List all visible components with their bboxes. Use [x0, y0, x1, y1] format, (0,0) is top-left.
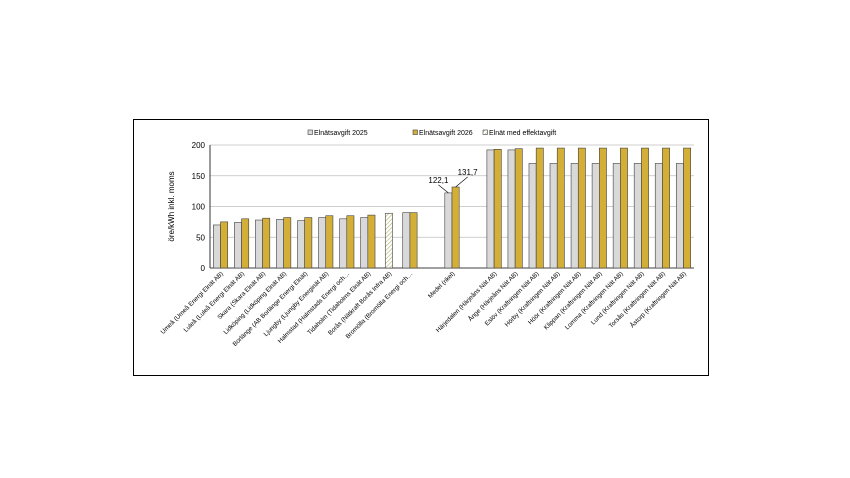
legend: Elnätsavgift 2025 Elnätsavgift 2026 Elnät … — [307, 129, 556, 137]
bar-0-1 — [234, 222, 242, 269]
bar-0-9 — [402, 212, 411, 269]
x-tick-label: Medel (rikel) — [427, 270, 456, 299]
bar-0-21 — [654, 163, 663, 269]
bar-1-20 — [641, 147, 649, 269]
bar-1-14 — [514, 148, 523, 269]
bar-chart: 0 50 100 150 200 öre/kWh inkl. moms Umeå (Um… — [159, 129, 694, 348]
bar-0-18 — [591, 163, 600, 269]
bar-1-16 — [556, 147, 565, 269]
y-tick-label: 100 — [192, 203, 206, 212]
legend-swatch-2 — [482, 129, 488, 135]
bar-1-19 — [620, 147, 628, 269]
bar-1-17 — [577, 147, 586, 269]
bar-1-2 — [262, 217, 271, 269]
bar-0-20 — [633, 163, 642, 269]
data-label: 122,1 — [428, 176, 449, 185]
bar-1-1 — [241, 218, 250, 269]
y-tick-label: 200 — [192, 141, 206, 150]
bar-0-22 — [675, 163, 684, 269]
bar-0-14 — [507, 149, 516, 269]
legend-label-0: Elnätsavgift 2025 — [314, 130, 368, 137]
bar-0-13 — [486, 149, 495, 269]
y-tick-label: 150 — [192, 172, 206, 181]
bar-0-6 — [339, 218, 348, 269]
data-label-leader — [455, 176, 468, 188]
bar-1-5 — [325, 215, 334, 269]
bar-1-3 — [283, 217, 292, 269]
y-axis-title: öre/kWh inkl. moms — [167, 171, 176, 241]
legend-label-2: Elnät med effektavgift — [489, 130, 556, 137]
bar-1-0 — [220, 221, 229, 269]
legend-swatch-1 — [412, 129, 418, 135]
bar-0-16 — [549, 163, 558, 269]
bar-1-9 — [409, 212, 418, 269]
bar-0-15 — [528, 163, 537, 269]
bar-0-2 — [255, 219, 263, 269]
bars — [213, 147, 691, 269]
data-labels: 122,1 131,7 — [428, 168, 479, 194]
chart-frame: 0 50 100 150 200 öre/kWh inkl. moms Umeå (Um… — [133, 119, 709, 376]
legend-swatch-0 — [307, 129, 313, 135]
bar-1-6 — [346, 215, 355, 269]
bar-1-21 — [662, 147, 670, 269]
data-label: 131,7 — [458, 168, 479, 177]
bar-0-11 — [444, 192, 453, 269]
legend-label-1: Elnätsavgift 2026 — [419, 130, 473, 137]
y-axis: 0 50 100 150 200 — [192, 141, 211, 273]
bar-1-13 — [493, 149, 502, 269]
bar-1-22 — [683, 147, 691, 269]
bar-1-18 — [599, 147, 607, 269]
y-tick-label: 50 — [196, 233, 205, 242]
bar-0-3 — [276, 219, 284, 269]
y-tick-label: 0 — [201, 264, 206, 273]
bar-2-8 — [384, 212, 393, 269]
bar-1-4 — [304, 217, 313, 269]
bar-1-11 — [451, 186, 460, 269]
bar-0-0 — [213, 224, 221, 269]
data-label-leader — [438, 184, 449, 194]
x-axis-labels: Umeå (Umeå Energi Elnät AB)Luleå (Luleå … — [159, 269, 688, 348]
bar-0-5 — [318, 217, 327, 269]
bar-0-4 — [297, 220, 305, 269]
bar-1-15 — [535, 147, 544, 269]
bar-1-7 — [367, 214, 376, 269]
bar-0-7 — [360, 217, 369, 269]
bar-0-19 — [612, 163, 621, 269]
bar-0-17 — [570, 163, 579, 269]
